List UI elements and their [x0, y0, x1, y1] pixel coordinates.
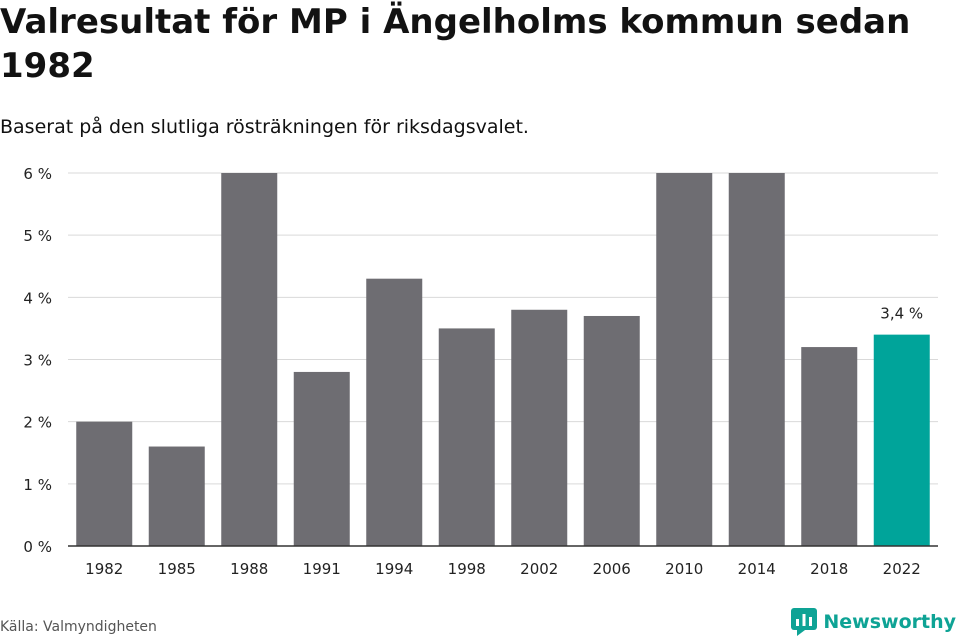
x-tick-label: 1991 [303, 560, 341, 578]
data-label: 3,4 % [880, 305, 923, 323]
x-tick-label: 2002 [520, 560, 558, 578]
bar [438, 328, 495, 546]
chart-title: Valresultat för MP i Ängelholms kommun s… [0, 2, 911, 86]
y-tick-label: 5 % [23, 227, 52, 245]
x-tick-label: 1982 [85, 560, 123, 578]
chart-subtitle: Baserat på den slutliga rösträkningen fö… [0, 116, 529, 138]
bar [801, 347, 858, 546]
bar [728, 173, 785, 546]
y-tick-label: 4 % [23, 289, 52, 307]
bar [366, 278, 423, 546]
bar-chart: 0 % 1 % 2 % 3 % 4 % 5 % 6 % 1982 1985 1988 1991 199… [23, 165, 938, 578]
bar [76, 421, 133, 546]
bar [293, 371, 350, 546]
y-tick-label: 2 % [23, 414, 52, 432]
brand-name: Newsworthy [823, 611, 956, 633]
x-tick-label: 2006 [593, 560, 631, 578]
bar [656, 173, 713, 546]
x-tick-label: 1994 [375, 560, 413, 578]
x-tick-label: 1985 [158, 560, 196, 578]
bar [148, 446, 205, 546]
newsworthy-logo-icon [791, 608, 818, 636]
x-tick-label: 1998 [448, 560, 486, 578]
bar [221, 173, 278, 546]
source-note: Källa: Valmyndigheten [0, 619, 157, 635]
brand: Newsworthy [791, 608, 956, 636]
y-tick-label: 6 % [23, 165, 52, 183]
x-tick-label: 1988 [230, 560, 268, 578]
x-tick-label: 2018 [810, 560, 848, 578]
y-tick-label: 1 % [23, 476, 52, 494]
x-tick-label: 2022 [883, 560, 921, 578]
x-tick-label: 2014 [738, 560, 776, 578]
y-tick-label: 3 % [23, 352, 52, 370]
y-tick-label: 0 % [23, 538, 52, 556]
bar [583, 315, 640, 546]
bar-highlighted [873, 334, 930, 546]
bar [511, 309, 568, 546]
x-tick-label: 2010 [665, 560, 703, 578]
